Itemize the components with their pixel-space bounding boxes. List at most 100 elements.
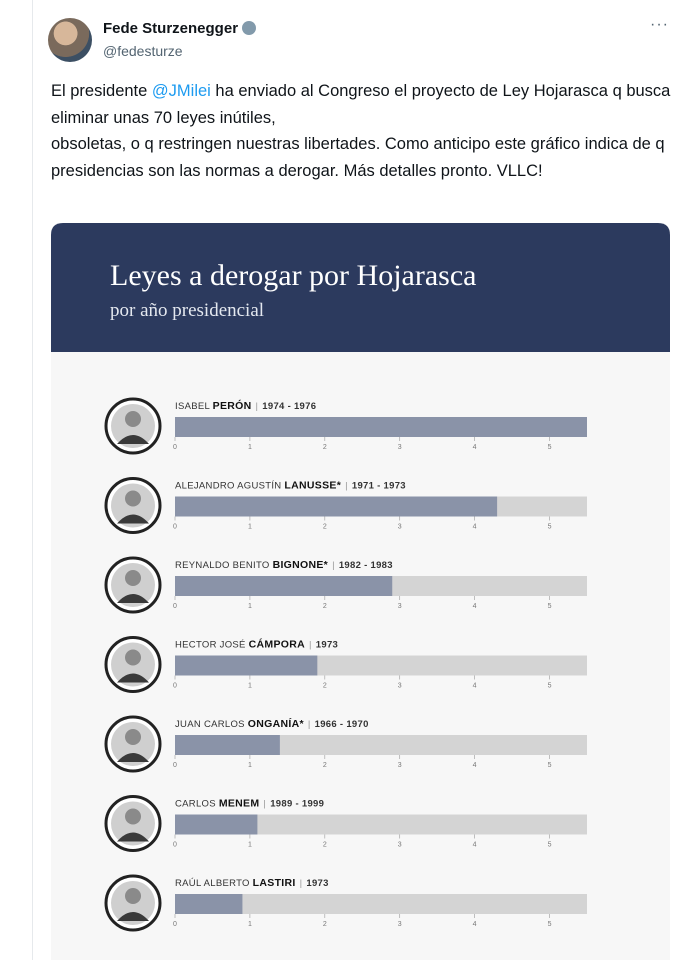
portrait-body	[117, 435, 149, 444]
portrait-body	[117, 832, 149, 842]
verified-badge	[242, 21, 257, 35]
x-tick-label: 2	[323, 921, 327, 928]
text: El presidente	[51, 82, 152, 100]
x-tick-label: 0	[173, 842, 177, 849]
x-tick-label: 0	[173, 921, 177, 928]
x-tick-label: 3	[398, 921, 402, 928]
last-name: LASTIRI	[253, 877, 296, 889]
row-label: ALEJANDRO AGUSTÍN LANUSSE* | 1971 - 1973	[175, 480, 406, 492]
years: 1966 - 1970	[315, 719, 369, 730]
last-name: ONGANÍA*	[248, 717, 305, 730]
years: 1989 - 1999	[270, 799, 324, 810]
row-label: RAÚL ALBERTO LASTIRI | 1973	[175, 877, 329, 889]
x-tick-label: 1	[248, 603, 252, 610]
x-tick-label: 5	[548, 444, 552, 451]
x-tick-label: 0	[173, 444, 177, 451]
x-tick-label: 4	[473, 603, 477, 610]
last-name: CÁMPORA	[249, 638, 305, 651]
x-tick-label: 4	[473, 524, 477, 531]
first-name: JUAN CARLOS	[175, 719, 245, 730]
portrait-head	[125, 729, 141, 745]
last-name: MENEM	[219, 798, 260, 810]
first-name: ISABEL	[175, 401, 210, 412]
x-tick-label: 4	[473, 842, 477, 849]
x-tick-label: 3	[398, 444, 402, 451]
x-tick-label: 4	[473, 444, 477, 451]
mention[interactable]: @JMilei	[151, 82, 211, 100]
x-tick-label: 1	[248, 842, 252, 849]
chart-header	[51, 223, 670, 352]
x-tick-label: 0	[173, 603, 177, 610]
x-tick-label: 3	[398, 762, 402, 769]
x-tick-label: 5	[548, 762, 552, 769]
row-label: JUAN CARLOS ONGANÍA* | 1966 - 1970	[175, 717, 369, 730]
bar	[175, 894, 243, 914]
last-name: LANUSSE*	[284, 480, 341, 492]
x-tick-label: 2	[323, 842, 327, 849]
tweet-text: El presidente @JMilei ha enviado al Cong…	[51, 78, 681, 184]
bar	[175, 814, 258, 835]
portrait-body	[117, 594, 149, 603]
bar	[175, 496, 498, 517]
last-name: BIGNONE*	[273, 559, 329, 571]
x-tick-label: 5	[548, 603, 552, 610]
x-tick-label: 3	[398, 603, 402, 610]
x-tick-label: 1	[248, 524, 252, 531]
last-name: PERÓN	[213, 399, 252, 412]
bar	[175, 417, 587, 437]
bar	[175, 655, 318, 676]
author-name[interactable]: Fede Sturzenegger	[103, 20, 257, 37]
portrait-head	[125, 808, 141, 825]
portrait-head	[125, 490, 141, 507]
bar	[175, 735, 280, 755]
x-tick-label: 1	[248, 683, 252, 690]
row-label: REYNALDO BENITO BIGNONE* | 1982 - 1983	[175, 559, 393, 571]
author-name-text[interactable]: Fede Sturzenegger	[103, 20, 239, 37]
x-tick-label: 5	[548, 921, 552, 928]
card-border	[32, 0, 33, 960]
portrait-head	[125, 649, 141, 666]
separator: |	[300, 878, 303, 889]
x-tick-label: 3	[398, 842, 402, 849]
separator: |	[263, 799, 266, 810]
author-avatar[interactable]	[48, 18, 92, 62]
row-label: CARLOS MENEM | 1989 - 1999	[175, 798, 324, 810]
x-tick-label: 4	[473, 683, 477, 690]
author-handle[interactable]: @fedesturze	[103, 43, 183, 59]
separator: |	[332, 560, 335, 571]
x-tick-label: 2	[323, 603, 327, 610]
x-tick-label: 1	[248, 921, 252, 928]
x-tick-label: 5	[548, 842, 552, 849]
x-tick-label: 3	[398, 524, 402, 531]
portrait-head	[125, 570, 141, 586]
x-tick-label: 2	[323, 524, 327, 531]
portrait-body	[117, 514, 149, 524]
portrait-body	[117, 753, 149, 762]
bar	[175, 576, 393, 596]
portrait-body	[117, 673, 149, 683]
separator: |	[309, 640, 312, 651]
first-name: REYNALDO BENITO	[175, 560, 270, 571]
chart-title: Leyes a derogar por Hojarasca	[110, 259, 476, 292]
first-name: CARLOS	[175, 799, 216, 810]
bar-track	[175, 814, 587, 835]
row-label: ISABEL PERÓN | 1974 - 1976	[175, 399, 316, 412]
more-menu[interactable]: ···	[650, 16, 669, 33]
chart-subtitle: por año presidencial	[110, 300, 264, 321]
first-name: RAÚL ALBERTO	[175, 878, 250, 889]
x-tick-label: 5	[548, 524, 552, 531]
years: 1973	[306, 878, 328, 889]
x-tick-label: 0	[173, 524, 177, 531]
portrait-head	[125, 888, 141, 904]
separator: |	[256, 401, 259, 412]
x-tick-label: 0	[173, 683, 177, 690]
text: ha enviado al Congreso el proyecto de Le…	[51, 82, 671, 127]
portrait-head	[125, 411, 141, 427]
first-name: HECTOR JOSÉ	[175, 640, 246, 651]
years: 1971 - 1973	[352, 481, 406, 492]
x-tick-label: 4	[473, 921, 477, 928]
x-tick-label: 3	[398, 683, 402, 690]
x-tick-label: 2	[323, 762, 327, 769]
